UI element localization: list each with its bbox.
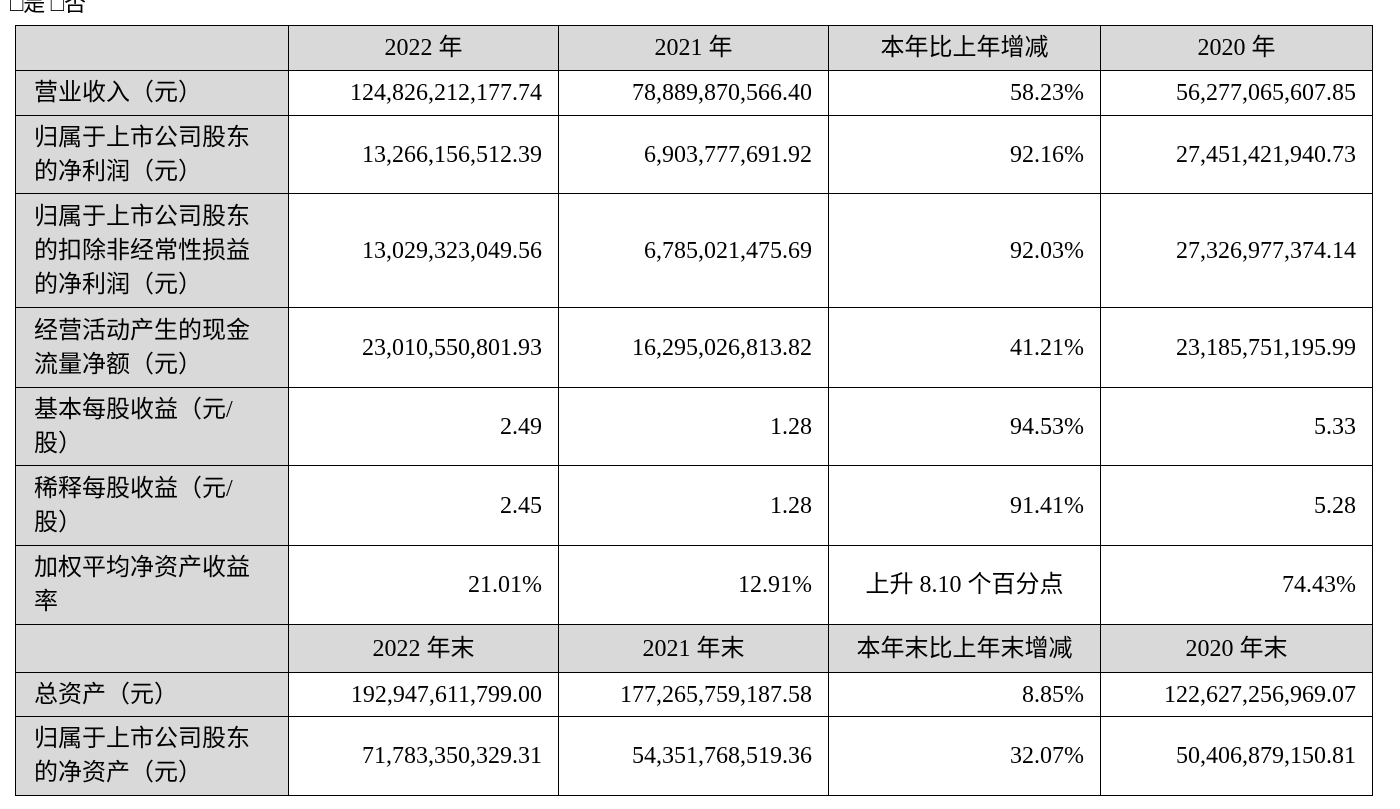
row-label: 归属于上市公司股东的净资产（元）	[15, 716, 289, 796]
cell: 50,406,879,150.81	[1100, 716, 1373, 796]
cell: 92.03%	[828, 193, 1101, 308]
cell: 5.33	[1100, 387, 1373, 466]
row-label: 归属于上市公司股东的净利润（元）	[15, 115, 289, 194]
cell: 16,295,026,813.82	[558, 307, 829, 388]
data-row: 稀释每股收益（元/股） 2.45 1.28 91.41% 5.28	[15, 465, 1373, 546]
table-body: 2022 年 2021 年本年比上年增减 2020 年营业收入（元） 124,826,…	[15, 25, 1373, 796]
cell: 12.91%	[558, 545, 829, 625]
financial-table: 2022 年 2021 年本年比上年增减 2020 年营业收入（元） 124,826,…	[15, 25, 1373, 796]
cell: 21.01%	[288, 545, 559, 625]
cell: 1.28	[558, 387, 829, 466]
cell: 74.43%	[1100, 545, 1373, 625]
cell: 2.49	[288, 387, 559, 466]
cell: 78,889,870,566.40	[558, 70, 829, 116]
row-label: 经营活动产生的现金流量净额（元）	[15, 307, 289, 388]
header-cell: 2022 年末	[288, 624, 559, 673]
cell: 122,627,256,969.07	[1100, 672, 1373, 717]
header-cell: 2022 年	[288, 25, 559, 71]
row-label: 总资产（元）	[15, 672, 289, 717]
cell: 56,277,065,607.85	[1100, 70, 1373, 116]
cell: 5.28	[1100, 465, 1373, 546]
header-cell: 2020 年末	[1100, 624, 1373, 673]
header-cell: 2020 年	[1100, 25, 1373, 71]
cell: 192,947,611,799.00	[288, 672, 559, 717]
header-cell	[15, 25, 289, 71]
cell: 91.41%	[828, 465, 1101, 546]
header-cell: 本年比上年增减	[828, 25, 1101, 71]
row-label: 加权平均净资产收益率	[15, 545, 289, 625]
row-label: 稀释每股收益（元/股）	[15, 465, 289, 546]
data-row: 归属于上市公司股东的扣除非经常性损益的净利润（元） 13,029,323,049.…	[15, 193, 1373, 308]
header-cell	[15, 624, 289, 673]
data-row: 加权平均净资产收益率 21.01% 12.91% 上升 8.10 个百分点 74.43%	[15, 545, 1373, 625]
data-row: 基本每股收益（元/股） 2.49 1.28 94.53% 5.33	[15, 387, 1373, 466]
cell: 13,029,323,049.56	[288, 193, 559, 308]
cell: 124,826,212,177.74	[288, 70, 559, 116]
row-label: 营业收入（元）	[15, 70, 289, 116]
header-row: 2022 年末 2021 年末 本年末比上年末增减 2020 年末	[15, 624, 1373, 673]
cell: 54,351,768,519.36	[558, 716, 829, 796]
cell: 23,185,751,195.99	[1100, 307, 1373, 388]
cell: 上升 8.10 个百分点	[828, 545, 1101, 625]
row-label: 归属于上市公司股东的扣除非经常性损益的净利润（元）	[15, 193, 289, 308]
data-row: 总资产（元） 192,947,611,799.00 177,265,759,187.…	[15, 672, 1373, 717]
cell: 1.28	[558, 465, 829, 546]
row-label: 基本每股收益（元/股）	[15, 387, 289, 466]
note-line: □是 □否	[10, 0, 87, 16]
cell: 8.85%	[828, 672, 1101, 717]
cell: 6,903,777,691.92	[558, 115, 829, 194]
cell: 23,010,550,801.93	[288, 307, 559, 388]
header-cell: 2021 年	[558, 25, 829, 71]
cell: 2.45	[288, 465, 559, 546]
header-cell: 2021 年末	[558, 624, 829, 673]
cell: 94.53%	[828, 387, 1101, 466]
cell: 58.23%	[828, 70, 1101, 116]
cell: 6,785,021,475.69	[558, 193, 829, 308]
cell: 177,265,759,187.58	[558, 672, 829, 717]
data-row: 经营活动产生的现金流量净额（元） 23,010,550,801.93 16,295,…	[15, 307, 1373, 388]
cell: 41.21%	[828, 307, 1101, 388]
cell: 13,266,156,512.39	[288, 115, 559, 194]
header-cell: 本年末比上年末增减	[828, 624, 1101, 673]
cell: 71,783,350,329.31	[288, 716, 559, 796]
header-row: 2022 年 2021 年本年比上年增减 2020 年	[15, 25, 1373, 71]
cell: 92.16%	[828, 115, 1101, 194]
cell: 27,326,977,374.14	[1100, 193, 1373, 308]
data-row: 归属于上市公司股东的净资产（元） 71,783,350,329.31 54,351,…	[15, 716, 1373, 796]
data-row: 归属于上市公司股东的净利润（元） 13,266,156,512.39 6,903,7…	[15, 115, 1373, 194]
data-row: 营业收入（元） 124,826,212,177.74 78,889,870,566.…	[15, 70, 1373, 116]
cell: 32.07%	[828, 716, 1101, 796]
cell: 27,451,421,940.73	[1100, 115, 1373, 194]
